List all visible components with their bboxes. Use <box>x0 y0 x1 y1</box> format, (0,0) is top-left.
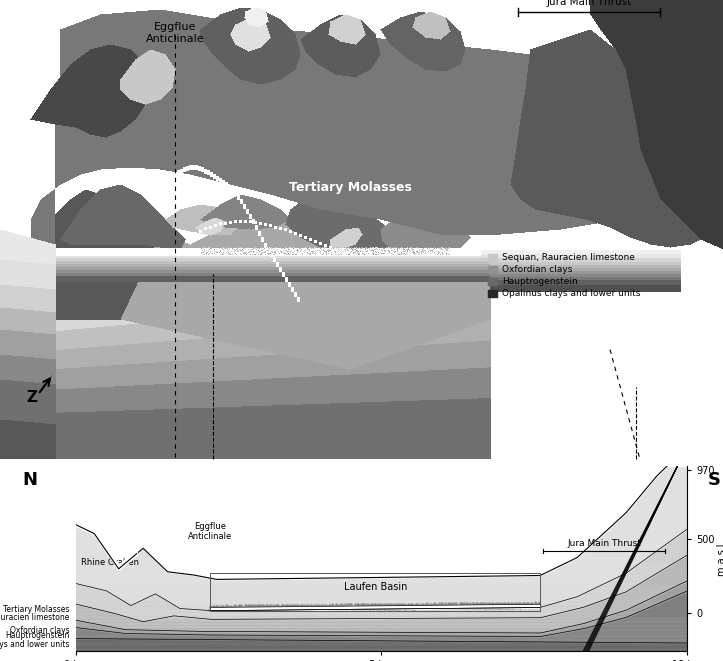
Text: Hauptrogenstein: Hauptrogenstein <box>6 631 70 640</box>
Text: Oxfordian clays: Oxfordian clays <box>10 626 70 635</box>
Text: Eggflue
Anticlinale: Eggflue Anticlinale <box>146 22 205 44</box>
Text: Tertiary Molasses: Tertiary Molasses <box>4 605 70 614</box>
Text: Opalinus clays and lower units: Opalinus clays and lower units <box>0 641 70 649</box>
Text: Sequan, Rauracien limestone: Sequan, Rauracien limestone <box>502 253 635 262</box>
Text: S: S <box>708 471 721 488</box>
Text: Opalinus clays and lower units: Opalinus clays and lower units <box>502 289 641 298</box>
Bar <box>488 290 498 297</box>
Y-axis label: m a.s.l.: m a.s.l. <box>717 541 723 576</box>
Text: Jura Main Thrust: Jura Main Thrust <box>547 0 632 7</box>
Bar <box>488 266 498 274</box>
Bar <box>488 254 498 262</box>
Text: Hauptrogenstein: Hauptrogenstein <box>502 277 578 286</box>
Text: Laufen Basin: Laufen Basin <box>343 582 407 592</box>
Text: N: N <box>22 471 38 488</box>
Text: Oxfordian clays: Oxfordian clays <box>502 265 573 274</box>
Text: Rhine Graben: Rhine Graben <box>80 559 139 567</box>
Text: Z: Z <box>26 391 37 405</box>
Text: Sequan, Rauracien limestone: Sequan, Rauracien limestone <box>0 613 70 622</box>
Polygon shape <box>38 375 53 395</box>
Text: Tertiary Molasses: Tertiary Molasses <box>288 181 411 194</box>
Text: Eggflue
Anticlinale: Eggflue Anticlinale <box>188 522 233 541</box>
Text: Jura Main Thrust: Jura Main Thrust <box>568 539 641 548</box>
Bar <box>488 278 498 286</box>
Bar <box>210 573 540 611</box>
